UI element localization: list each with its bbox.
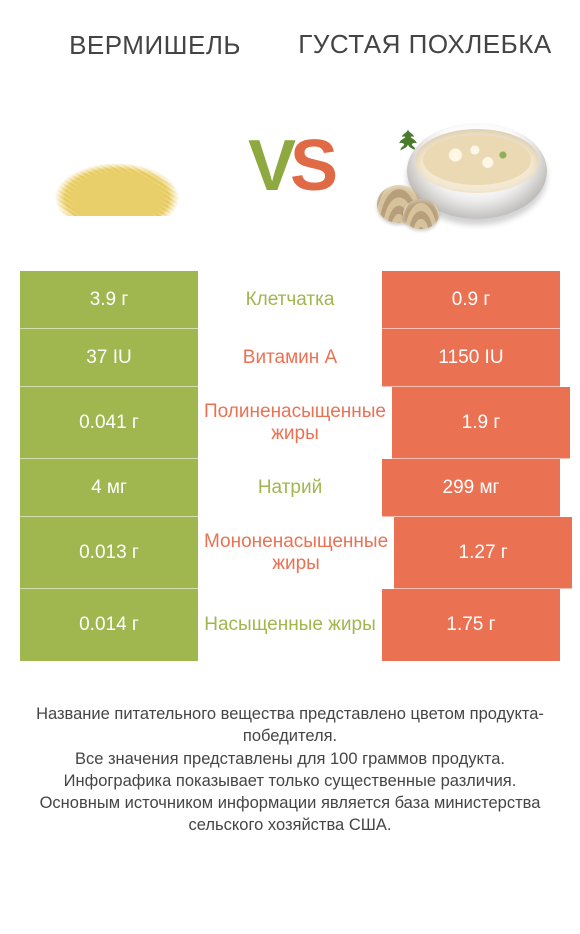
value-right: 1.75 г — [382, 589, 560, 661]
clam-shell-icon — [403, 199, 439, 229]
value-left: 0.014 г — [20, 589, 198, 661]
footnote-line: Инфографика показывает только существенн… — [30, 770, 550, 792]
value-left: 0.041 г — [20, 387, 198, 459]
nutrient-label: Витамин A — [198, 329, 382, 387]
title-right: ГУСТАЯ ПОХЛЕБКА — [290, 30, 560, 61]
nutrient-label: Полиненасыщенные жиры — [198, 387, 392, 459]
table-row: 0.041 гПолиненасыщенные жиры1.9 г — [20, 387, 560, 459]
value-right: 0.9 г — [382, 271, 560, 329]
vermicelli-illustration — [32, 106, 202, 226]
titles: ВЕРМИШЕЛЬ ГУСТАЯ ПОХЛЕБКА — [0, 0, 580, 71]
nutrient-label: Натрий — [198, 459, 382, 517]
vs-s: S — [290, 126, 332, 206]
vs-label: VS — [242, 130, 338, 202]
value-right: 1.27 г — [394, 517, 572, 589]
nutrient-label: Клетчатка — [198, 271, 382, 329]
footnote-line: Все значения представлены для 100 граммо… — [30, 748, 550, 770]
footnote-line: Основным источником информации является … — [30, 792, 550, 837]
value-right: 299 мг — [382, 459, 560, 517]
value-left: 3.9 г — [20, 271, 198, 329]
value-right: 1.9 г — [392, 387, 570, 459]
hero-row: VS — [0, 101, 580, 231]
comparison-table: 3.9 гКлетчатка0.9 г37 IUВитамин A1150 IU… — [20, 271, 560, 661]
table-row: 37 IUВитамин A1150 IU — [20, 329, 560, 387]
value-left: 37 IU — [20, 329, 198, 387]
table-row: 0.014 гНасыщенные жиры1.75 г — [20, 589, 560, 661]
title-left: ВЕРМИШЕЛЬ — [20, 30, 290, 61]
table-row: 3.9 гКлетчатка0.9 г — [20, 271, 560, 329]
vs-v: V — [248, 126, 290, 206]
table-row: 4 мгНатрий299 мг — [20, 459, 560, 517]
chowder-illustration — [373, 101, 553, 231]
nutrient-label: Насыщенные жиры — [198, 589, 382, 661]
value-right: 1150 IU — [382, 329, 560, 387]
table-row: 0.013 гМононенасыщенные жиры1.27 г — [20, 517, 560, 589]
footnote-line: Название питательного вещества представл… — [30, 703, 550, 748]
food-left — [0, 106, 234, 226]
value-left: 0.013 г — [20, 517, 198, 589]
food-right — [346, 101, 580, 231]
nutrient-label: Мононенасыщенные жиры — [198, 517, 394, 589]
value-left: 4 мг — [20, 459, 198, 517]
footnote: Название питательного вещества представл… — [30, 703, 550, 837]
